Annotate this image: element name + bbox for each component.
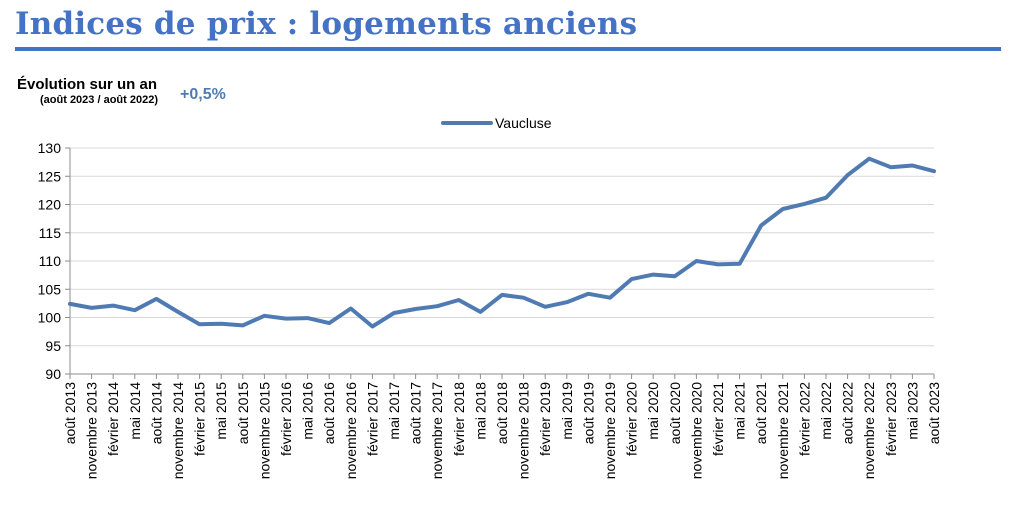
x-tick-label: août 2020 [667, 382, 683, 444]
x-tick-label: mai 2018 [472, 382, 488, 440]
x-tick-label: février 2017 [364, 382, 380, 456]
x-tick-label: août 2014 [148, 382, 164, 444]
x-tick-label: août 2023 [926, 382, 942, 444]
y-tick-label: 95 [45, 338, 61, 354]
x-tick-label: novembre 2013 [84, 382, 100, 480]
evolution-period: (août 2023 / août 2022) [40, 94, 158, 106]
x-tick-label: février 2023 [883, 382, 899, 456]
x-tick-label: février 2021 [710, 382, 726, 456]
x-tick-label: novembre 2021 [775, 382, 791, 480]
title-rule [15, 47, 1001, 51]
y-tick-label: 115 [39, 225, 62, 241]
x-tick-label: novembre 2018 [516, 382, 532, 480]
x-tick-label: mai 2023 [904, 382, 920, 440]
evolution-label: Évolution sur un an [17, 76, 158, 93]
y-tick-label: 100 [38, 310, 62, 326]
x-tick-label: août 2022 [840, 382, 856, 444]
x-tick-label: février 2022 [796, 382, 812, 456]
evolution-value: +0,5% [180, 86, 226, 103]
y-tick-labels: 90 95 100 105 110 115 120 125 130 [38, 140, 62, 382]
x-tick-label: mai 2022 [818, 382, 834, 440]
y-tick-label: 105 [38, 281, 62, 297]
x-tick-label: novembre 2022 [861, 382, 877, 480]
x-tick-label: août 2013 [62, 382, 78, 444]
x-tick-label: novembre 2017 [429, 382, 445, 480]
x-tick-label: février 2020 [624, 382, 640, 456]
x-tick-label: mai 2015 [213, 382, 229, 440]
grid-lines [70, 147, 934, 347]
x-tick-label: février 2018 [451, 382, 467, 456]
y-tick-label: 125 [38, 168, 62, 184]
x-tick-label: mai 2021 [732, 382, 748, 440]
x-tick-label: mai 2014 [127, 382, 143, 440]
axes [65, 147, 935, 379]
x-tick-label: novembre 2019 [602, 382, 618, 480]
x-tick-label: août 2017 [408, 382, 424, 444]
x-tick-label: novembre 2015 [256, 382, 272, 480]
y-tick-label: 120 [38, 197, 62, 213]
x-tick-label: août 2015 [235, 382, 251, 444]
x-tick-label: février 2015 [192, 382, 208, 456]
x-tick-label: février 2016 [278, 382, 294, 456]
x-tick-label: mai 2017 [386, 382, 402, 440]
page-title: Indices de prix : logements anciens [15, 6, 638, 42]
x-tick-label: mai 2019 [559, 382, 575, 440]
x-tick-label: novembre 2020 [688, 382, 704, 480]
y-tick-label: 130 [38, 140, 62, 156]
x-tick-label: août 2018 [494, 382, 510, 444]
x-tick-label: août 2021 [753, 382, 769, 444]
y-tick-label: 90 [45, 366, 61, 382]
x-tick-label: mai 2016 [300, 382, 316, 440]
legend-label: Vaucluse [495, 115, 552, 131]
legend: Vaucluse [441, 115, 552, 131]
x-tick-label: février 2019 [537, 382, 553, 456]
x-tick-label: août 2016 [321, 382, 337, 444]
x-tick-labels: août 2013 novembre 2013 février 2014 mai 20… [62, 382, 942, 480]
x-tick-label: novembre 2014 [170, 382, 186, 480]
x-tick-label: mai 2020 [645, 382, 661, 440]
series-line-vaucluse [68, 156, 936, 329]
series-lines [68, 156, 936, 329]
x-tick-label: février 2014 [105, 382, 121, 456]
x-tick-label: novembre 2016 [343, 382, 359, 480]
x-tick-label: août 2019 [580, 382, 596, 444]
y-tick-label: 110 [39, 253, 62, 269]
